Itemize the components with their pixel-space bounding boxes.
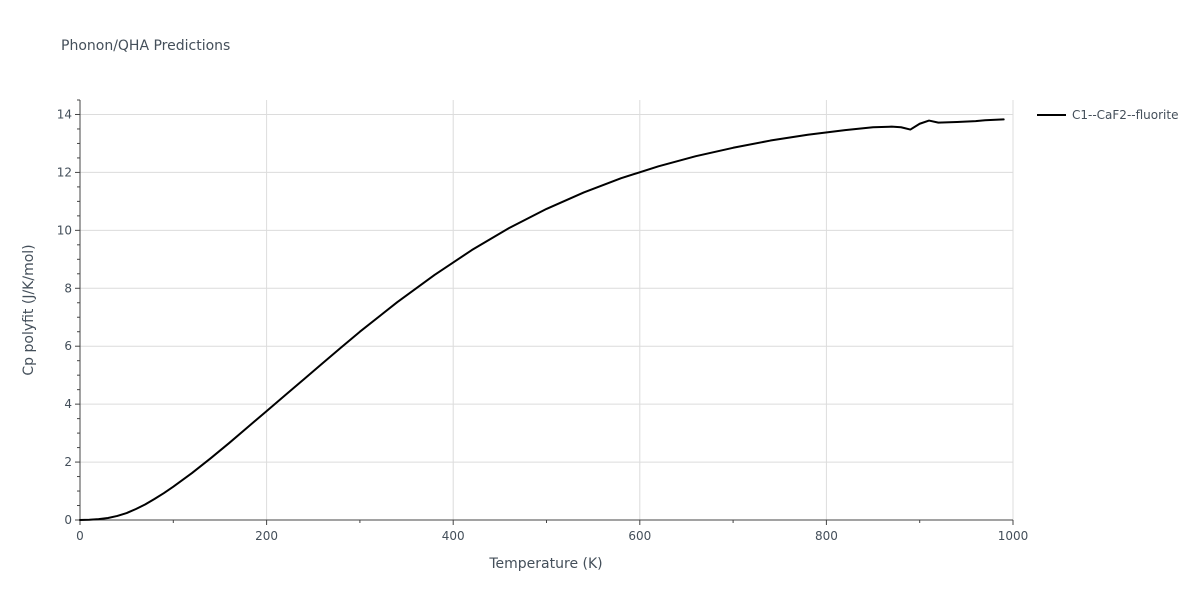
y-tick-label: 6 [64,339,72,353]
x-tick-label: 800 [815,529,838,543]
series-layer [79,118,1005,521]
x-tick-label: 400 [442,529,465,543]
x-tick-label: 0 [76,529,84,543]
x-axis-title: Temperature (K) [488,556,602,572]
x-tick-label: 600 [628,529,651,543]
y-tick-label: 14 [57,107,72,121]
axes: 0 200 400 600 800 1000 0 2 4 6 8 10 12 14 [57,99,1029,543]
legend[interactable]: C1--CaF2--fluorite [1037,108,1178,122]
chart-title: Phonon/QHA Predictions [61,38,230,54]
x-tick-label: 200 [255,529,278,543]
y-tick-label: 4 [64,397,72,411]
x-tick-label: 1000 [998,529,1029,543]
y-tick-label: 12 [57,165,72,179]
y-tick-label: 2 [64,455,72,469]
y-tick-label: 8 [64,281,72,295]
y-tick-label: 10 [57,223,72,237]
y-axis-title: Cp polyfit (J/K/mol) [21,244,37,375]
grid [80,100,1014,520]
legend-label: C1--CaF2--fluorite [1072,108,1178,122]
series-line[interactable] [79,118,1005,521]
y-tick-label: 0 [64,513,72,527]
